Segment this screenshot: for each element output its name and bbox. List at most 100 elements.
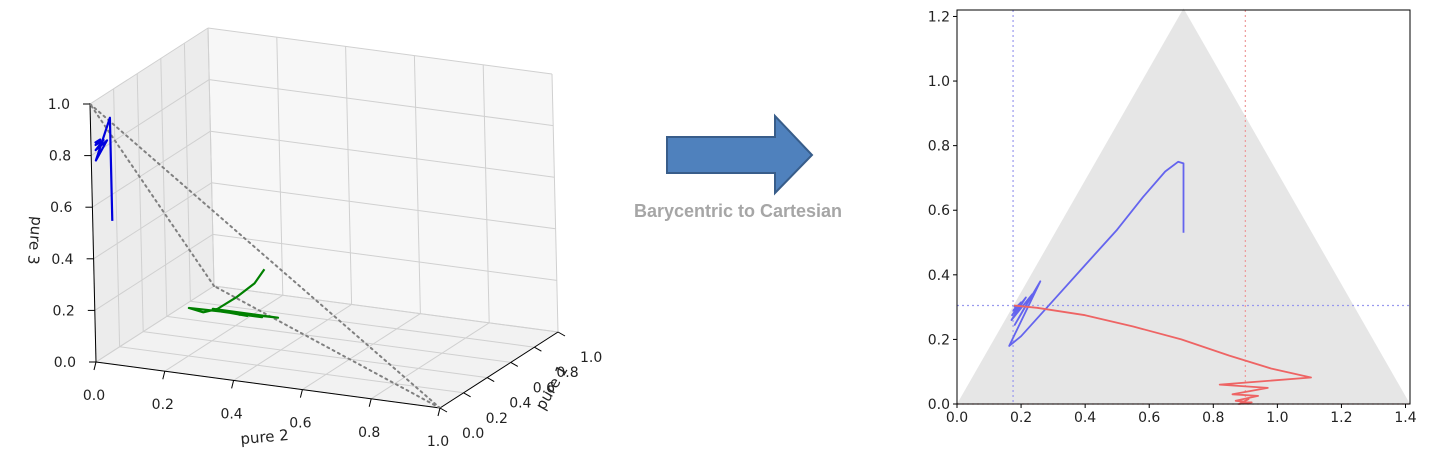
series-lines [94, 116, 280, 319]
z-tick-label: 0.2 [53, 303, 75, 319]
grid-line [370, 322, 490, 400]
series-line-2 [1013, 304, 1312, 405]
y-tick-mark [534, 346, 542, 352]
y-tick-mark [439, 407, 448, 413]
y-tick-label: 1.2 [928, 10, 950, 26]
z-tick-label: 0.6 [50, 200, 72, 216]
grid-line [160, 58, 168, 317]
y-tick-label: 0.8 [556, 365, 578, 381]
grid-line [233, 303, 352, 381]
x-tick-label: 0.8 [1202, 410, 1224, 426]
x-tick-mark [93, 361, 97, 371]
x-tick-label: 0.2 [152, 397, 174, 413]
x-tick-mark [231, 380, 235, 389]
grid-line [276, 37, 284, 296]
arrow-right-icon [666, 113, 814, 196]
grid-line [213, 285, 559, 333]
grid-line [482, 64, 490, 323]
x-tick-mark [368, 398, 372, 407]
simplex-3d-chart: 0.00.20.40.60.81.0 0.00.20.40.60.81.00.00… [24, 27, 603, 450]
plot-frame [956, 9, 1411, 405]
grid-line [551, 73, 559, 333]
z-tick-label: 0.8 [49, 149, 71, 165]
x-axis-title: pure 2 [240, 426, 290, 448]
back-pane [208, 28, 558, 332]
y-tick-label: 0.6 [928, 203, 950, 219]
x-tick-label: 0.6 [1138, 410, 1160, 426]
y-tick-label: 0.2 [486, 411, 508, 427]
x-tick-label: 1.4 [1394, 410, 1416, 426]
x-tick-mark [299, 389, 303, 398]
grid-line [207, 27, 553, 75]
x-tick-mark [162, 371, 166, 380]
y-tick-label: 0.4 [509, 396, 531, 412]
x-tick-label: 0.2 [1010, 410, 1032, 426]
x-tick-label: 0.4 [1074, 410, 1096, 426]
tick-marks: 0.0 0.2 0.4 0.6 0.8 1.0 1.2 1.4 0.0 0.2 0.4 0.6 0.8 1… [928, 10, 1417, 427]
axis-line [95, 361, 441, 409]
grid-line [119, 346, 464, 394]
grid-line [94, 233, 214, 311]
y-tick-mark [557, 331, 566, 337]
series-line-1 [1008, 160, 1185, 347]
y-tick-label: 1.0 [928, 74, 950, 90]
simplex-edge [89, 103, 441, 409]
y-tick-label: 1.0 [580, 350, 602, 366]
y-tick-label: 0.6 [533, 380, 555, 396]
x-tick-label: 1.0 [1266, 410, 1288, 426]
z-tick-label: 0.0 [54, 355, 76, 371]
y-tick-mark [510, 361, 519, 367]
transform-arrow: Barycentric to Cartesian [634, 113, 842, 221]
grid-line [211, 182, 556, 230]
y-tick-mark [486, 377, 495, 383]
y-tick-label: 0.8 [928, 139, 950, 155]
z-tick-label: 1.0 [48, 97, 70, 113]
x-tick-mark [437, 407, 441, 417]
grid-line [89, 27, 209, 105]
grid-line [136, 73, 144, 332]
axis-edges [89, 103, 559, 409]
series-line-1 [94, 116, 114, 221]
simplex-edge [89, 103, 215, 287]
x-tick-label: 0.6 [289, 416, 311, 432]
x-tick-label: 0.8 [358, 425, 380, 441]
y-tick-label: 0.4 [928, 268, 950, 284]
axis-panes [90, 28, 558, 408]
grid-line [93, 182, 212, 260]
y-tick-label: 0.2 [928, 332, 950, 348]
simplex-edge [213, 285, 441, 409]
grid-line [212, 233, 557, 281]
simplex-edges [89, 103, 441, 409]
z-tick-label: 0.4 [51, 252, 73, 268]
grid-line [209, 79, 554, 127]
grid-line [164, 294, 284, 372]
grid-line [95, 285, 215, 363]
y-tick-mark [463, 392, 471, 398]
x-tick-label: 1.2 [1330, 410, 1352, 426]
grid-line [207, 27, 215, 287]
grid-line [183, 43, 191, 302]
y-tick-label: 0.0 [928, 397, 950, 413]
cartesian-2d-chart: 0.0 0.2 0.4 0.6 0.8 1.0 1.2 1.4 0.0 0.2 0.4 0.6 0.8 1… [928, 8, 1417, 426]
y-tick-label: 0.0 [462, 426, 484, 442]
arrow-caption: Barycentric to Cartesian [634, 201, 842, 221]
axis-line [89, 103, 97, 363]
tick-labels: 0.00.20.40.60.81.0 0.00.20.40.60.81.00.00… [48, 97, 603, 450]
axis-line [439, 331, 559, 409]
x-tick-label: 1.0 [427, 434, 449, 450]
grid-line [210, 130, 555, 178]
grid-line [413, 55, 421, 314]
x-tick-label: 0.0 [946, 410, 968, 426]
grid-line [166, 315, 511, 363]
grid-line [143, 331, 488, 379]
grid-line [113, 88, 121, 347]
z-axis-title: pure 3 [24, 216, 46, 266]
grid-line [345, 46, 353, 305]
grid-lines [89, 27, 559, 409]
series-line-2 [187, 268, 280, 319]
grid-line [190, 300, 535, 348]
x-tick-label: 0.0 [83, 388, 105, 404]
x-tick-label: 0.4 [220, 406, 242, 422]
grid-line [302, 313, 421, 391]
